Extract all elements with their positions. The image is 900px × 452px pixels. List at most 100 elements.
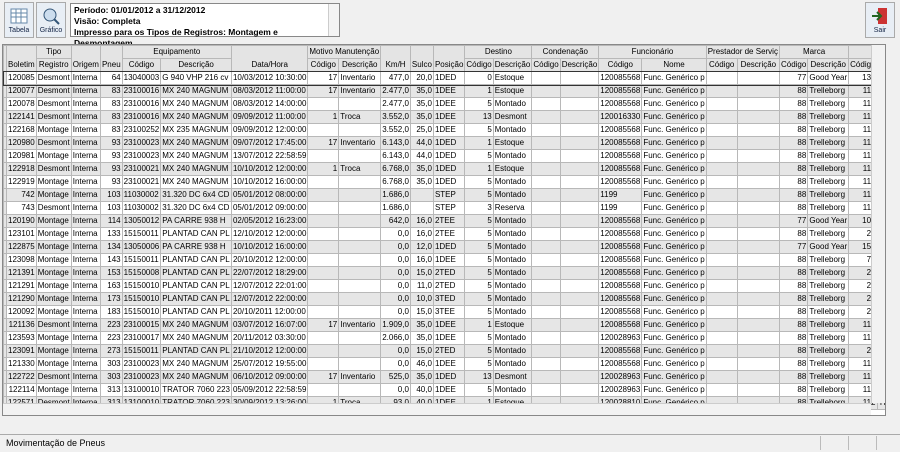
table-cell (338, 201, 382, 215)
table-cell: 88 (778, 84, 809, 98)
vertical-scrollbar[interactable] (871, 45, 885, 403)
column-header: Origem (70, 45, 101, 72)
table-cell: 35,0 (409, 331, 434, 345)
table-cell: Interna (70, 279, 101, 293)
table-cell: 09/09/2012 12:00:00 (230, 123, 309, 137)
table-cell: 120085568 (598, 266, 643, 280)
table-row: 121290 Montage Interna 173 15150010 PLANTAD C… (3, 292, 885, 306)
table-cell (736, 253, 780, 267)
table-cell: Func. Genérico p (641, 175, 707, 189)
table-cell: 1DEE (432, 253, 466, 267)
column-header: Código (705, 58, 738, 72)
table-cell: PLANTAD CAN PL (160, 266, 232, 280)
table-cell: 122141 (6, 110, 37, 124)
table-cell: 120085568 (598, 240, 643, 254)
table-cell: Interna (70, 136, 101, 150)
table-cell: 122114 (6, 383, 37, 397)
table-cell: Interna (70, 305, 101, 319)
table-cell: 143 (99, 253, 123, 267)
table-cell: Func. Genérico p (641, 279, 707, 293)
table-cell: STEP (432, 201, 466, 215)
table-cell (531, 370, 561, 384)
horizontal-scrollbar[interactable] (3, 403, 871, 415)
table-cell: 0,0 (380, 279, 411, 293)
column-header: Km/H (380, 45, 411, 72)
table-cell: 15,0 (409, 305, 434, 319)
table-cell: Troca (338, 162, 382, 176)
table-cell: Montage (35, 383, 72, 397)
scrollbar[interactable] (328, 4, 339, 36)
table-cell (338, 305, 382, 319)
table-cell: Montado (492, 227, 533, 241)
table-cell: 5 (464, 292, 494, 306)
table-cell (736, 201, 780, 215)
table-cell: 35,0 (409, 175, 434, 189)
group-header: Motivo Manutenção (307, 45, 382, 59)
table-cell: 1DED (432, 240, 466, 254)
table-cell: 122918 (6, 162, 37, 176)
table-cell: 0,0 (380, 240, 411, 254)
table-cell (705, 162, 738, 176)
table-cell: 77 (778, 71, 809, 85)
table-cell: 743 (6, 201, 37, 215)
table-cell (531, 149, 561, 163)
table-cell (736, 162, 780, 176)
table-cell: Inventario (338, 370, 382, 384)
table-cell: Montage (35, 331, 72, 345)
table-cell: 88 (778, 253, 809, 267)
table-cell (705, 318, 738, 332)
table-cell: 0,0 (380, 227, 411, 241)
table-cell: MX 240 MAGNUM (160, 110, 232, 124)
table-cell: Func. Genérico p (641, 84, 707, 98)
table-cell: 23100016 (121, 84, 162, 98)
chart-button[interactable]: Gráfico (36, 2, 66, 38)
table-cell: Interna (70, 266, 101, 280)
table-cell (705, 344, 738, 358)
table-cell (307, 97, 340, 111)
status-panel (848, 436, 873, 450)
table-cell: Interna (70, 253, 101, 267)
table-cell (307, 357, 340, 371)
table-cell (736, 188, 780, 202)
table-cell: PLANTAD CAN PL (160, 227, 232, 241)
table-cell: 93 (99, 149, 123, 163)
table-cell: Inventario (338, 71, 382, 85)
table-cell (531, 84, 561, 98)
table-cell: Montado (492, 344, 533, 358)
table-cell (307, 240, 340, 254)
table-cell: Func. Genérico p (641, 71, 707, 85)
table-cell: 5 (464, 305, 494, 319)
column-header: Código (778, 58, 809, 72)
table-cell: 1 (464, 136, 494, 150)
table-cell: 88 (778, 97, 809, 111)
table-cell (338, 123, 382, 137)
table-cell: 1DED (432, 162, 466, 176)
table-cell: 123593 (6, 331, 37, 345)
table-cell: 0,0 (380, 305, 411, 319)
table-button[interactable]: Tabela (4, 2, 34, 38)
table-cell: 0,0 (380, 357, 411, 371)
table-cell (705, 253, 738, 267)
table-cell: 15150008 (121, 266, 162, 280)
table-cell: 17 (307, 84, 340, 98)
table-cell: 23100016 (121, 110, 162, 124)
table-cell: 83 (99, 110, 123, 124)
table-cell (338, 149, 382, 163)
table-cell: 5 (464, 331, 494, 345)
table-cell: 83 (99, 123, 123, 137)
table-cell: 120028963 (598, 383, 643, 397)
table-cell: 23100017 (121, 331, 162, 345)
table-cell: 6.768,0 (380, 162, 411, 176)
table-cell: Trelleborg (807, 227, 850, 241)
table-cell (307, 344, 340, 358)
table-cell: 23100021 (121, 175, 162, 189)
group-header: Marca (778, 45, 850, 59)
table-cell: 5 (464, 357, 494, 371)
table-cell: 742 (6, 188, 37, 202)
exit-button[interactable]: Sair (865, 2, 895, 38)
table-cell: Desmont (35, 110, 72, 124)
table-cell (705, 71, 738, 85)
table-cell: Trelleborg (807, 253, 850, 267)
table-cell (307, 149, 340, 163)
column-header: Data/Hora (230, 45, 309, 72)
